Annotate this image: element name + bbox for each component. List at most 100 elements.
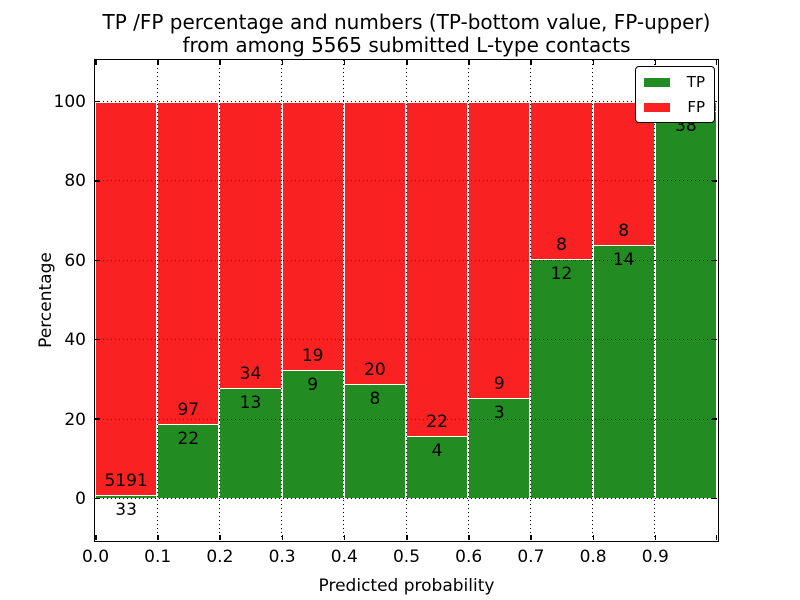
x-tick-mark	[157, 535, 159, 540]
v-gridline	[405, 60, 407, 540]
y-tick-mark	[95, 100, 100, 103]
x-tick-label: 0.3	[268, 547, 296, 567]
fp-count-label: 97	[177, 400, 200, 420]
tp-count-label: 8	[369, 389, 381, 409]
x-tick-mark	[343, 60, 346, 65]
tp-count-label: 14	[612, 249, 635, 270]
y-tick-mark	[95, 497, 100, 500]
bar-fp-segment	[343, 101, 406, 385]
x-tick-mark	[95, 60, 97, 65]
x-tick-label: 0.9	[641, 547, 669, 567]
y-tick-mark	[95, 259, 100, 262]
x-tick-mark	[406, 535, 408, 540]
bar-fp-segment	[157, 101, 220, 425]
v-gridline	[654, 60, 656, 540]
x-tick-mark	[715, 60, 717, 65]
x-tick-mark	[157, 60, 159, 65]
x-tick-mark	[343, 535, 346, 540]
y-tick-mark	[712, 338, 717, 341]
y-tick-mark	[712, 418, 717, 420]
tp-count-label: 12	[550, 264, 573, 285]
x-tick-mark	[219, 535, 221, 540]
fp-count-label: 19	[301, 345, 324, 366]
x-tick-label: 0.1	[144, 547, 172, 567]
bar-fp-segment	[468, 101, 531, 400]
y-tick-mark	[712, 497, 717, 500]
bar-tp-segment	[343, 385, 406, 499]
x-tick-label: 0.2	[206, 547, 234, 567]
bar-tp-segment	[219, 388, 282, 499]
x-tick-label: 0.6	[455, 547, 483, 567]
x-tick-mark	[95, 535, 97, 540]
x-tick-mark	[654, 60, 657, 65]
fp-count-label: 8	[618, 220, 630, 241]
v-gridline	[156, 60, 158, 540]
x-axis-label: Predicted probability	[318, 576, 495, 596]
x-tick-mark	[592, 535, 595, 540]
x-tick-label: 0.4	[330, 547, 358, 567]
plot-area: 5191339722341319920822493812814138 TP FP	[94, 59, 719, 542]
tp-count-label: 9	[307, 374, 319, 395]
x-tick-mark	[530, 535, 532, 540]
x-tick-mark	[281, 535, 284, 540]
y-tick-label: 100	[53, 92, 86, 113]
v-gridline	[592, 60, 594, 540]
y-tick-mark	[95, 418, 100, 420]
fp-count-label: 34	[239, 363, 262, 384]
fp-count-label: 20	[364, 360, 386, 380]
v-gridline	[529, 60, 531, 540]
x-tick-label: 0.0	[81, 547, 110, 567]
tp-count-label: 22	[177, 429, 200, 449]
tp-count-label: 33	[115, 499, 137, 520]
fp-count-label: 22	[426, 412, 448, 433]
x-tick-mark	[592, 60, 595, 65]
fp-swatch-icon	[644, 102, 670, 112]
x-tick-mark	[468, 535, 470, 540]
fp-count-label: 9	[493, 374, 505, 395]
tp-count-label: 13	[239, 392, 262, 413]
x-tick-mark	[715, 535, 717, 540]
v-gridline	[343, 60, 345, 540]
x-tick-mark	[530, 60, 532, 65]
bar-fp-segment	[592, 101, 655, 246]
y-tick-mark	[95, 338, 100, 341]
legend-label-fp: FP	[687, 98, 705, 116]
fp-count-label: 8	[556, 235, 567, 256]
bar-tp-segment	[281, 370, 344, 499]
tp-count-label: 4	[431, 441, 443, 462]
chart-title-line-1: TP /FP percentage and numbers (TP-bottom…	[102, 10, 711, 34]
bar-tp-segment	[592, 245, 655, 499]
x-tick-mark	[219, 60, 221, 65]
x-tick-mark	[281, 60, 284, 65]
y-tick-label: 20	[64, 409, 86, 430]
tp-count-label: 3	[493, 403, 505, 424]
v-gridline	[467, 60, 469, 540]
bar-fp-segment	[281, 101, 344, 371]
y-tick-label: 80	[64, 171, 86, 192]
bar-fp-segment	[219, 101, 282, 389]
v-gridline	[218, 60, 220, 540]
y-tick-label: 40	[64, 330, 86, 351]
x-tick-mark	[654, 535, 657, 540]
bar-fp-segment	[95, 101, 158, 496]
bar-tp-segment	[406, 437, 469, 499]
v-gridline	[281, 60, 283, 540]
bar-tp-segment	[530, 260, 593, 499]
legend-entry-tp: TP	[644, 73, 705, 91]
y-tick-label: 0	[75, 488, 86, 509]
fp-count-label: 5191	[104, 470, 148, 491]
y-tick-mark	[712, 259, 717, 262]
bar-tp-segment	[157, 425, 220, 499]
legend-label-tp: TP	[686, 73, 705, 91]
tp-swatch-icon	[644, 77, 670, 87]
bar-fp-segment	[406, 101, 469, 438]
y-tick-label: 60	[64, 250, 86, 271]
y-tick-mark	[95, 180, 100, 182]
x-tick-mark	[406, 60, 408, 65]
chart-title-line-2: from among 5565 submitted L-type contact…	[182, 33, 631, 57]
legend: TP FP	[635, 66, 715, 123]
x-tick-label: 0.7	[517, 547, 545, 567]
y-tick-mark	[712, 180, 717, 182]
x-tick-label: 0.8	[579, 547, 607, 567]
